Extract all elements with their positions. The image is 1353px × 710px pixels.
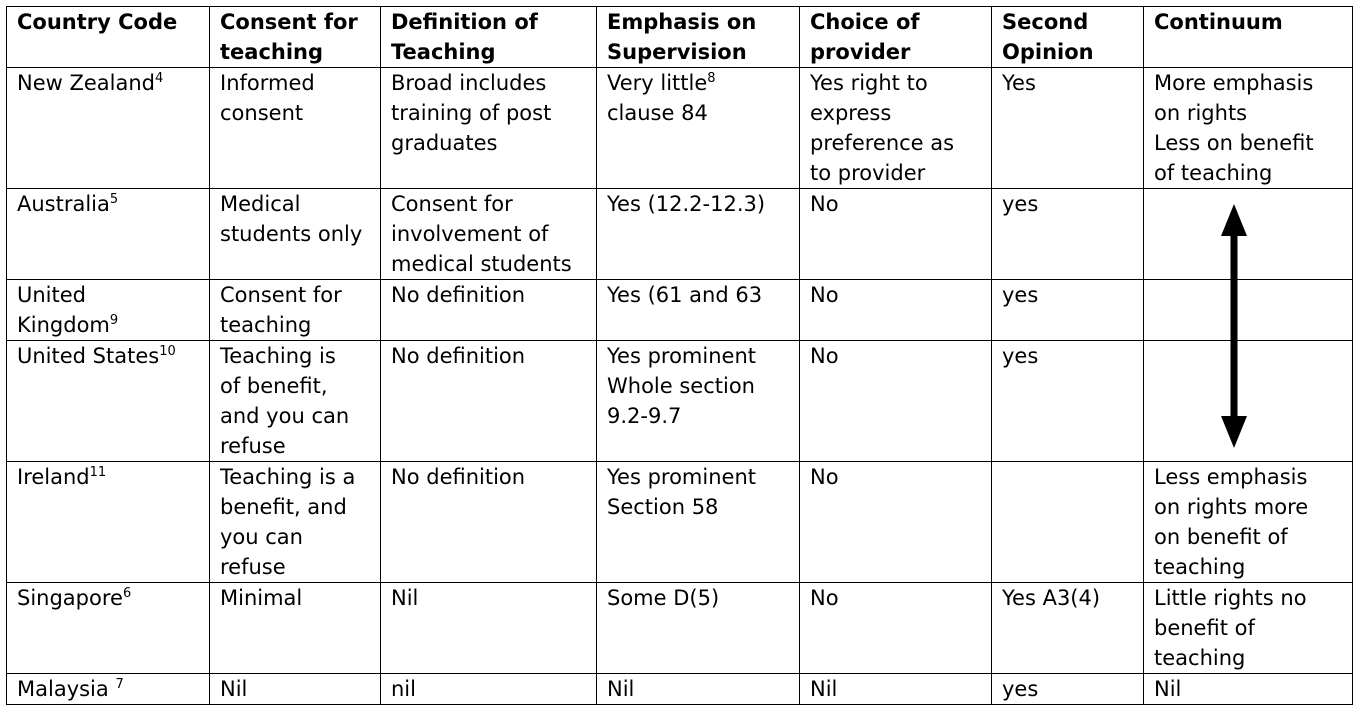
header-emphasis-on-supervision: Emphasis on Supervision <box>596 6 800 68</box>
country-cell: Malaysia 7 <box>6 673 210 705</box>
country-name: United <box>17 283 86 307</box>
continuum-cell <box>1143 188 1353 280</box>
second-opinion-cell: yes <box>991 188 1144 280</box>
second-opinion-cell <box>991 461 1144 583</box>
choice-cell: No <box>799 461 992 583</box>
definition-cell: nil <box>380 673 597 705</box>
consent-cell: Medical students only <box>209 188 381 280</box>
header-choice-of-provider: Choice of provider <box>799 6 992 68</box>
table-row: Singapore6 Minimal Nil Some D(5) No Yes … <box>6 582 1353 674</box>
definition-cell: No definition <box>380 461 597 583</box>
table-wrapper: Country Code Consent for teaching Definit… <box>6 6 1353 705</box>
table-row: New Zealand4 Informed consent Broad inclu… <box>6 67 1353 189</box>
footnote-ref: 7 <box>115 677 124 692</box>
double-headed-vertical-arrow-icon <box>1221 204 1247 448</box>
footnote-ref: 11 <box>89 465 107 480</box>
definition-cell: No definition <box>380 279 597 341</box>
country-cell: New Zealand4 <box>6 67 210 189</box>
header-second-opinion: Second Opinion <box>991 6 1144 68</box>
definition-cell: Nil <box>380 582 597 674</box>
table-row: United States10 Teaching is of benefit, an… <box>6 340 1353 462</box>
country-cell: Ireland11 <box>6 461 210 583</box>
country-name: Malaysia <box>17 677 116 701</box>
supervision-cell: Some D(5) <box>596 582 800 674</box>
header-continuum: Continuum <box>1143 6 1353 68</box>
second-opinion-cell: Yes <box>991 67 1144 189</box>
supervision-cell: Yes (12.2-12.3) <box>596 188 800 280</box>
footnote-ref: 10 <box>159 344 176 359</box>
footnote-ref: 6 <box>122 586 132 601</box>
country-cell: United Kingdom9 <box>6 279 210 341</box>
footnote-ref: 4 <box>155 71 164 86</box>
choice-cell: Yes right to express preference as to provi… <box>799 67 992 189</box>
choice-cell: No <box>799 188 992 280</box>
footnote-ref: 8 <box>707 71 716 86</box>
second-opinion-cell: yes <box>991 279 1144 341</box>
table-row: Australia5 Medical students only Consent … <box>6 188 1353 280</box>
table-row: United Kingdom9 Consent for teaching No de… <box>6 279 1353 341</box>
consent-cell: Teaching is of benefit, and you can refuse <box>209 340 381 462</box>
choice-cell: No <box>799 279 992 341</box>
country-comparison-table: Country Code Consent for teaching Definit… <box>6 6 1353 705</box>
country-name: New Zealand <box>17 71 155 95</box>
second-opinion-cell: yes <box>991 673 1144 705</box>
consent-cell: Consent for teaching <box>209 279 381 341</box>
continuum-cell <box>1143 340 1353 462</box>
continuum-cell: Nil <box>1143 673 1353 705</box>
consent-cell: Minimal <box>209 582 381 674</box>
country-cell: Singapore6 <box>6 582 210 674</box>
country-name: Ireland <box>17 465 90 489</box>
continuum-cell: Little rights no benefit of teaching <box>1143 582 1353 674</box>
header-country-code: Country Code <box>6 6 210 68</box>
header-consent-for-teaching: Consent for teaching <box>209 6 381 68</box>
definition-cell: Broad includes training of post graduates <box>380 67 597 189</box>
supervision-cell: Yes prominent Whole section 9.2-9.7 <box>596 340 800 462</box>
consent-cell: Nil <box>209 673 381 705</box>
second-opinion-cell: Yes A3(4) <box>991 582 1144 674</box>
table-row: Ireland11 Teaching is a benefit, and you c… <box>6 461 1353 583</box>
country-cell: Australia5 <box>6 188 210 280</box>
country-cell: United States10 <box>6 340 210 462</box>
choice-cell: No <box>799 582 992 674</box>
footnote-ref: 9 <box>109 313 119 328</box>
country-name-line2: Kingdom <box>17 313 110 337</box>
consent-cell: Teaching is a benefit, and you can refuse <box>209 461 381 583</box>
header-row: Country Code Consent for teaching Definit… <box>6 6 1353 68</box>
header-definition-of-teaching: Definition of Teaching <box>380 6 597 68</box>
supervision-cell: Very little8 clause 84 <box>596 67 800 189</box>
choice-cell: Nil <box>799 673 992 705</box>
country-name: Singapore <box>17 586 123 610</box>
definition-cell: No definition <box>380 340 597 462</box>
continuum-cell: More emphasis on rights Less on benefit of … <box>1143 67 1353 189</box>
supervision-cell: Yes prominent Section 58 <box>596 461 800 583</box>
table-row: Malaysia 7 Nil nil Nil Nil yes Nil <box>6 673 1353 705</box>
country-name: United States <box>17 344 160 368</box>
continuum-cell: Less emphasis on rights more on benefit of… <box>1143 461 1353 583</box>
definition-cell: Consent for involvement of medical student… <box>380 188 597 280</box>
footnote-ref: 5 <box>109 192 119 207</box>
choice-cell: No <box>799 340 992 462</box>
consent-cell: Informed consent <box>209 67 381 189</box>
country-name: Australia <box>17 192 110 216</box>
supervision-cell: Nil <box>596 673 800 705</box>
supervision-cell: Yes (61 and 63 <box>596 279 800 341</box>
second-opinion-cell: yes <box>991 340 1144 462</box>
